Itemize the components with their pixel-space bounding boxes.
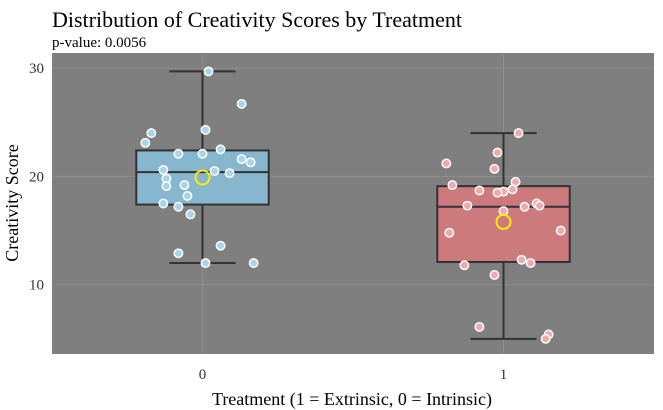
data-point <box>492 147 503 158</box>
data-point <box>185 209 196 220</box>
data-point <box>236 154 247 165</box>
data-point <box>516 254 527 265</box>
data-point <box>146 128 157 139</box>
data-point <box>444 227 455 238</box>
box-iqr <box>436 185 571 263</box>
data-point <box>507 184 518 195</box>
data-point <box>158 164 169 175</box>
data-point <box>215 240 226 251</box>
data-point <box>525 258 536 269</box>
data-point <box>200 258 211 269</box>
mean-marker <box>194 169 211 186</box>
x-tick-label: 1 <box>500 367 508 383</box>
data-point <box>161 181 172 192</box>
x-axis-title: Treatment (1 = Extrinsic, 0 = Intrinsic) <box>212 389 492 410</box>
data-point <box>474 185 485 196</box>
mean-markers <box>194 169 512 230</box>
data-point <box>534 200 545 211</box>
y-tick-label: 30 <box>29 61 44 77</box>
data-point <box>555 225 566 236</box>
y-tick-label: 20 <box>29 169 44 185</box>
data-point <box>173 201 184 212</box>
data-point <box>492 187 503 198</box>
data-point <box>203 66 214 77</box>
data-point <box>489 163 500 174</box>
x-tick-label: 0 <box>199 367 207 383</box>
data-point <box>215 144 226 155</box>
data-point <box>182 190 193 201</box>
chart-title: Distribution of Creativity Scores by Tre… <box>52 7 462 32</box>
mean-marker <box>495 213 512 230</box>
data-point <box>179 180 190 191</box>
data-point <box>459 260 470 271</box>
data-point <box>173 248 184 259</box>
data-point <box>447 180 458 191</box>
chart-subtitle: p-value: 0.0056 <box>52 35 147 51</box>
data-point <box>200 124 211 135</box>
y-axis-ticks: 10 20 30 <box>29 61 44 294</box>
data-point <box>441 158 452 169</box>
data-point <box>245 157 256 168</box>
data-point <box>519 201 530 212</box>
data-point <box>197 148 208 159</box>
data-points <box>140 66 566 344</box>
data-point <box>173 148 184 159</box>
box-group-0 <box>135 70 270 265</box>
data-point <box>540 333 551 344</box>
data-point <box>158 198 169 209</box>
data-point <box>140 137 151 148</box>
data-point <box>224 168 235 179</box>
data-point <box>489 270 500 280</box>
y-tick-label: 10 <box>29 278 44 294</box>
y-axis-title: Creativity Score <box>2 144 22 261</box>
data-point <box>236 98 247 109</box>
data-point <box>513 128 524 139</box>
data-point <box>474 321 485 332</box>
boxes <box>135 70 571 340</box>
data-point <box>209 166 220 176</box>
data-point <box>248 258 259 269</box>
data-point <box>462 200 473 211</box>
